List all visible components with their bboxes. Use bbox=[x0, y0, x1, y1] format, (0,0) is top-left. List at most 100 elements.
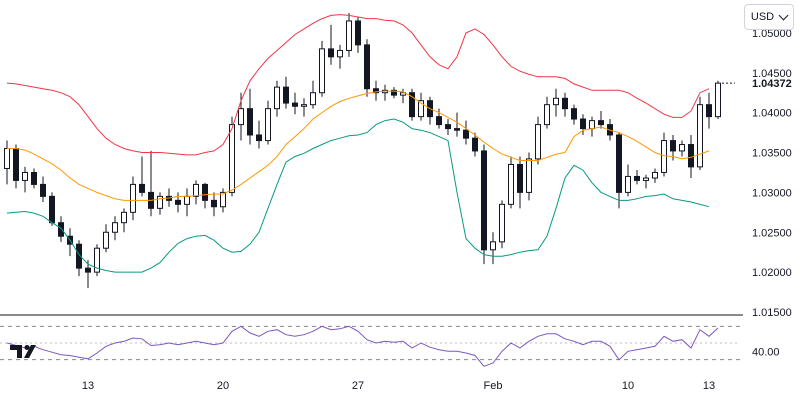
candle bbox=[706, 92, 712, 129]
candle-body-up bbox=[652, 171, 658, 179]
candle-body-down bbox=[292, 102, 298, 107]
price-axis[interactable]: 1.05000 1.04500 1.04000 1.03500 1.03000 1.025… bbox=[752, 28, 792, 319]
candle-body-down bbox=[58, 222, 64, 237]
candle bbox=[220, 188, 226, 213]
candle-body-down bbox=[598, 120, 604, 126]
candle bbox=[652, 168, 658, 183]
candle bbox=[589, 116, 595, 137]
candle bbox=[679, 140, 685, 157]
candle bbox=[454, 112, 460, 137]
candle bbox=[535, 116, 541, 165]
currency-label: USD bbox=[750, 11, 775, 23]
candle bbox=[157, 192, 163, 215]
candle-body-down bbox=[49, 195, 55, 224]
candle-body-down bbox=[364, 44, 370, 90]
candle bbox=[562, 92, 568, 117]
candle bbox=[103, 224, 109, 253]
candle-body-down bbox=[670, 140, 676, 152]
candle bbox=[499, 200, 505, 249]
candle bbox=[544, 96, 550, 129]
candle bbox=[634, 170, 640, 185]
price-tick-label: 1.03500 bbox=[752, 148, 792, 160]
candle-body-down bbox=[688, 144, 694, 168]
candle-body-up bbox=[301, 104, 307, 107]
candle-body-down bbox=[616, 134, 622, 193]
rsi-line bbox=[6, 325, 719, 367]
candle bbox=[364, 39, 370, 97]
time-tick-label: 13 bbox=[703, 380, 715, 392]
candle-body-up bbox=[193, 183, 199, 197]
candle-body-down bbox=[256, 134, 262, 142]
candle-body-down bbox=[247, 108, 253, 136]
candle bbox=[337, 44, 343, 69]
candle-body-down bbox=[211, 199, 217, 208]
candle bbox=[409, 88, 415, 121]
candle bbox=[121, 208, 127, 233]
candle-body-up bbox=[121, 211, 127, 224]
candle bbox=[517, 156, 523, 209]
candle bbox=[274, 80, 280, 117]
tradingview-logo-icon[interactable] bbox=[10, 342, 46, 360]
candle bbox=[355, 16, 361, 53]
bollinger-upper-band-line bbox=[6, 14, 710, 156]
candle-body-down bbox=[409, 92, 415, 118]
candle-body-up bbox=[310, 92, 316, 106]
candle bbox=[427, 96, 433, 125]
candle bbox=[229, 116, 235, 197]
candle-body-down bbox=[391, 89, 397, 96]
candle-body-up bbox=[715, 82, 721, 118]
candle-body-up bbox=[22, 171, 28, 181]
candle bbox=[391, 87, 397, 99]
candle bbox=[130, 176, 136, 221]
candle bbox=[688, 134, 694, 179]
candle bbox=[382, 84, 388, 101]
currency-selector-button[interactable]: USD bbox=[744, 4, 794, 30]
candle-body-up bbox=[418, 100, 424, 118]
time-tick-label: 10 bbox=[622, 380, 634, 392]
candle-body-up bbox=[265, 108, 271, 142]
candle bbox=[184, 188, 190, 217]
candle bbox=[193, 180, 199, 205]
candle-body-up bbox=[157, 195, 163, 209]
candle-body-down bbox=[202, 183, 208, 201]
time-axis[interactable]: 13 20 27 Feb 10 13 bbox=[82, 380, 715, 392]
candle bbox=[616, 132, 622, 209]
candle bbox=[373, 80, 379, 101]
candle-body-down bbox=[373, 88, 379, 94]
candle-body-down bbox=[463, 129, 469, 139]
candle bbox=[310, 80, 316, 109]
candle-body-up bbox=[643, 177, 649, 181]
candle-body-up bbox=[526, 158, 532, 193]
candle bbox=[292, 92, 298, 115]
candle-body-up bbox=[4, 148, 10, 169]
candle bbox=[328, 24, 334, 65]
candle-body-down bbox=[85, 267, 91, 273]
candle-body-down bbox=[580, 118, 586, 130]
candle-body-down bbox=[40, 183, 46, 197]
price-tick-label: 1.01500 bbox=[752, 307, 792, 319]
candle bbox=[715, 80, 721, 120]
candle bbox=[13, 144, 19, 189]
candle-body-down bbox=[175, 199, 181, 205]
candlestick-pane[interactable] bbox=[4, 12, 736, 289]
bollinger-basis-line bbox=[7, 90, 710, 201]
rsi-pane[interactable]: 40.00 bbox=[0, 325, 780, 367]
candle-body-down bbox=[634, 175, 640, 181]
candle-body-down bbox=[328, 48, 334, 58]
candle bbox=[112, 216, 118, 241]
price-tick-label: 1.02500 bbox=[752, 227, 792, 239]
candle bbox=[148, 150, 154, 217]
price-tick-label: 1.03000 bbox=[752, 187, 792, 199]
price-tick-label: 1.02000 bbox=[752, 267, 792, 279]
time-tick-label: Feb bbox=[484, 380, 503, 392]
candle bbox=[445, 119, 451, 135]
candle bbox=[346, 12, 352, 57]
candle bbox=[580, 114, 586, 135]
candle bbox=[571, 104, 577, 125]
chevron-down-icon bbox=[778, 10, 789, 20]
candle-body-down bbox=[445, 124, 451, 130]
candle-body-up bbox=[544, 104, 550, 126]
candle-body-down bbox=[481, 150, 487, 251]
rsi-axis: 40.00 bbox=[752, 346, 780, 358]
